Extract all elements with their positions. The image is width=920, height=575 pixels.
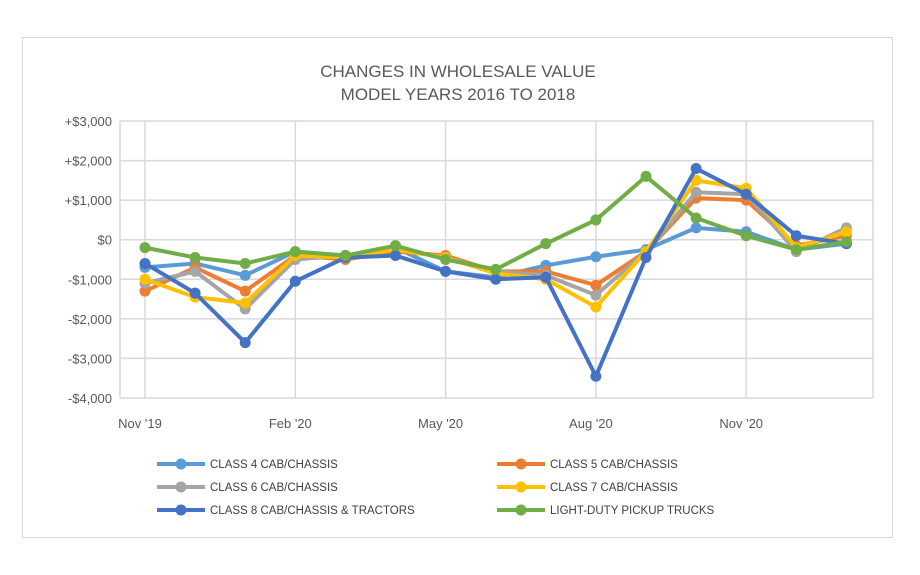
data-point (139, 257, 151, 269)
data-point (540, 238, 552, 250)
x-tick-label: Nov '19 (118, 416, 162, 431)
legend-label: CLASS 7 CAB/CHASSIS (550, 482, 678, 494)
data-point (189, 287, 201, 299)
legend-label: LIGHT-DUTY PICKUP TRUCKS (550, 505, 715, 517)
data-point (690, 162, 702, 174)
x-tick-label: Feb '20 (269, 416, 312, 431)
data-point (139, 285, 151, 297)
data-point (590, 279, 602, 291)
data-point (590, 301, 602, 313)
data-point (740, 188, 752, 200)
x-tick-label: Aug '20 (569, 416, 613, 431)
chart-title-line: CHANGES IN WHOLESALE VALUE (320, 62, 596, 81)
legend-label: CLASS 8 CAB/CHASSIS & TRACTORS (210, 505, 415, 517)
y-tick-label: -$1,000 (68, 272, 112, 287)
data-point (239, 297, 251, 309)
legend-marker (515, 481, 527, 493)
legend-label: CLASS 5 CAB/CHASSIS (550, 459, 678, 471)
chart-title-line: MODEL YEARS 2016 TO 2018 (341, 85, 576, 104)
data-point (790, 230, 802, 242)
data-point (840, 226, 852, 238)
data-point (690, 212, 702, 224)
data-point (289, 246, 301, 258)
data-point (690, 222, 702, 234)
data-point (139, 242, 151, 254)
data-point (139, 273, 151, 285)
y-tick-label: $0 (98, 233, 112, 248)
y-tick-label: +$2,000 (65, 154, 112, 169)
data-point (440, 265, 452, 277)
legend-marker (515, 458, 527, 470)
y-tick-label: -$4,000 (68, 391, 112, 406)
data-point (390, 250, 401, 262)
data-point (239, 257, 251, 269)
legend-marker (175, 481, 187, 493)
data-point (189, 265, 201, 277)
data-point (289, 275, 301, 287)
data-point (740, 230, 752, 242)
y-tick-label: -$2,000 (68, 312, 112, 327)
data-point (590, 214, 602, 226)
data-point (490, 273, 502, 285)
y-tick-label: +$1,000 (65, 193, 112, 208)
data-point (690, 174, 702, 186)
data-point (590, 251, 602, 263)
data-point (189, 252, 201, 264)
x-tick-label: May '20 (418, 416, 463, 431)
data-point (840, 236, 852, 248)
legend-marker (175, 458, 187, 470)
x-tick-label: Nov '20 (719, 416, 763, 431)
data-point (540, 271, 552, 283)
data-point (790, 244, 802, 256)
legend-label: CLASS 4 CAB/CHASSIS (210, 459, 338, 471)
data-point (590, 370, 602, 382)
data-point (239, 285, 251, 297)
data-point (239, 337, 251, 349)
y-tick-label: -$3,000 (68, 351, 112, 366)
legend-marker (515, 504, 527, 516)
legend-label: CLASS 6 CAB/CHASSIS (210, 482, 338, 494)
data-point (339, 250, 351, 262)
data-point (640, 252, 652, 264)
data-point (640, 170, 652, 182)
legend-marker (175, 504, 187, 516)
y-tick-label: +$3,000 (65, 114, 112, 129)
data-point (239, 269, 251, 281)
data-point (590, 289, 602, 301)
data-point (690, 186, 702, 198)
data-point (390, 240, 401, 252)
data-point (440, 254, 452, 265)
chart-frame (22, 37, 893, 538)
data-point (490, 263, 502, 275)
